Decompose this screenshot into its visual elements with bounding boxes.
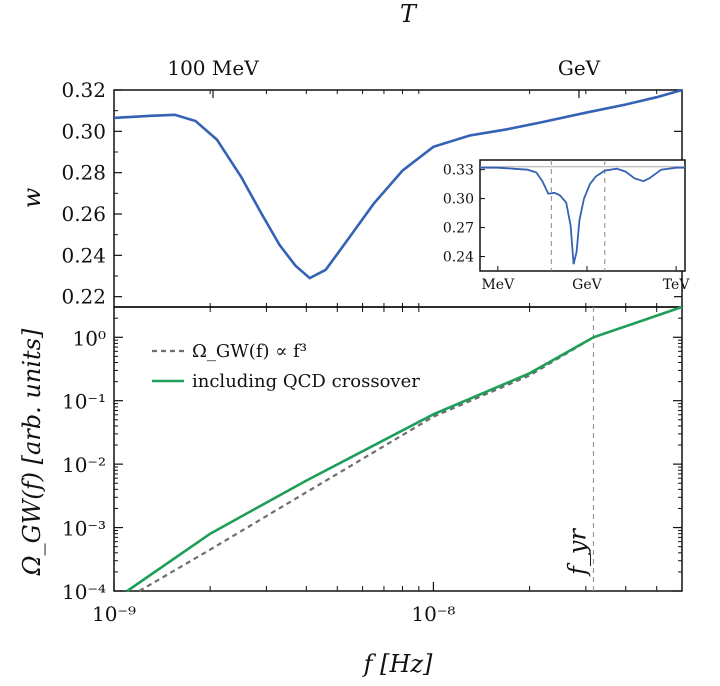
top-axis-label: T: [400, 0, 418, 28]
top-ytick-label: 0.28: [61, 161, 106, 185]
bottom-ytick-label: 10⁻⁴: [62, 580, 106, 604]
bottom-ytick-label: 10⁻¹: [62, 390, 106, 414]
inset-w-curve: [480, 166, 685, 265]
gw-f3-dashed-curve: [138, 305, 683, 592]
bottom-y-axis-label: Ω_GW(f) [arb. units]: [18, 328, 46, 576]
f-yr-label: f_yr: [563, 528, 591, 577]
bottom-ytick-label: 10⁻³: [62, 517, 106, 541]
top-panel-ticks: [114, 89, 682, 298]
inset-xtick-label: GeV: [572, 277, 602, 293]
gw-qcd-solid-curve: [126, 305, 683, 593]
bottom-panel-ticks: [113, 90, 682, 592]
top-ytick-label: 0.32: [61, 78, 106, 102]
bottom-panel-frame: [113, 306, 683, 592]
bottom-panel-y-tick-labels: 10⁰ 10⁻¹ 10⁻² 10⁻³ 10⁻⁴: [62, 326, 106, 604]
bottom-ytick-label: 10⁰: [73, 326, 106, 350]
top-tick-100mev: 100 MeV: [167, 56, 259, 80]
legend: Ω_GW(f) ∝ f³ including QCD crossover: [152, 341, 420, 392]
bottom-xtick-label: 10⁻⁹: [92, 602, 136, 626]
bottom-ytick-label: 10⁻²: [62, 453, 106, 477]
top-ytick-label: 0.26: [61, 202, 106, 226]
legend-label-f3: Ω_GW(f) ∝ f³: [192, 341, 307, 362]
top-ytick-label: 0.22: [61, 285, 106, 309]
inset-xtick-label: TeV: [663, 277, 691, 293]
top-ytick-label: 0.30: [61, 119, 106, 143]
inset-decorations: [480, 160, 685, 271]
bottom-xtick-label: 10⁻⁸: [411, 602, 455, 626]
inset-frame: [479, 159, 686, 272]
bottom-x-axis-label: f [Hz]: [362, 650, 433, 678]
top-w-curve: [113, 88, 683, 280]
inset-tick-labels: 0.33 0.30 0.27 0.24 MeV GeV TeV: [443, 163, 690, 293]
top-ytick-label: 0.24: [61, 243, 106, 267]
inset-ytick-label: 0.27: [443, 221, 474, 237]
top-panel-y-tick-labels: 0.32 0.30 0.28 0.26 0.24 0.22: [61, 78, 106, 309]
inset-ytick-label: 0.33: [443, 163, 474, 179]
top-tick-gev: GeV: [558, 56, 601, 80]
legend-label-qcd: including QCD crossover: [192, 371, 420, 392]
bottom-panel-x-tick-labels: 10⁻⁹ 10⁻⁸: [92, 602, 455, 626]
inset-ytick-label: 0.30: [443, 192, 474, 208]
inset-xtick-label: MeV: [481, 277, 515, 293]
top-y-axis-label: w: [18, 187, 46, 208]
inset-ytick-label: 0.24: [443, 250, 474, 266]
